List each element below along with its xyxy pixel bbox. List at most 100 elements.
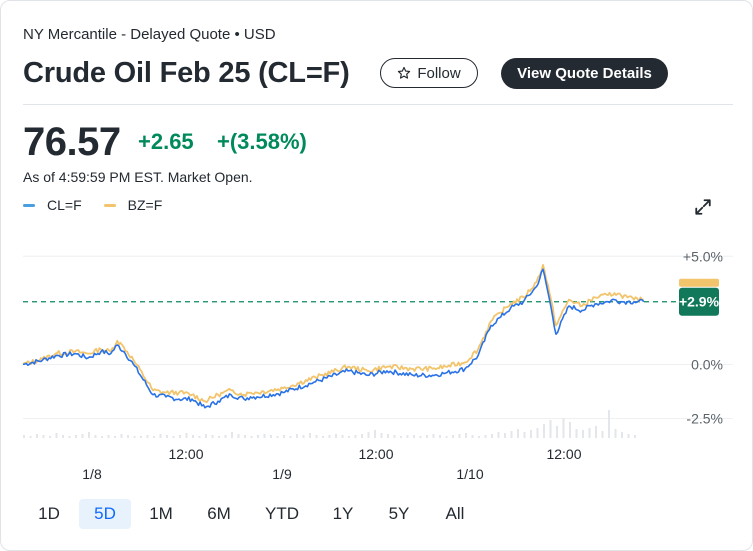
volume-bar — [133, 436, 136, 438]
volume-bar — [127, 435, 129, 438]
volume-bar — [354, 435, 357, 438]
y-tick-label: -2.5% — [686, 411, 723, 427]
volume-bar — [556, 426, 558, 438]
volume-bar — [406, 435, 409, 438]
exchange-subtitle: NY Mercantile - Delayed Quote • USD — [23, 26, 276, 43]
price-change-percent: +(3.58%) — [217, 129, 307, 154]
volume-bar — [237, 434, 240, 438]
legend-swatch-bz — [103, 203, 116, 207]
volume-bar — [218, 436, 220, 438]
range-ytd[interactable]: YTD — [265, 504, 299, 523]
legend-item-bz[interactable]: BZ=F — [103, 197, 162, 213]
volume-bar — [309, 433, 311, 438]
volume-bar — [335, 434, 337, 438]
volume-bar — [328, 435, 331, 438]
volume-bar — [491, 434, 493, 438]
volume-bar — [374, 430, 376, 438]
volume-bar — [101, 436, 103, 438]
volume-bar — [81, 434, 84, 438]
expand-arrows-icon[interactable] — [694, 198, 712, 216]
range-5y[interactable]: 5Y — [388, 504, 410, 523]
volume-bar — [88, 432, 90, 438]
volume-bar — [231, 432, 233, 438]
volume-bar — [543, 424, 545, 438]
y-tick-label: +5.0% — [683, 248, 723, 264]
volume-bar — [471, 435, 474, 438]
legend-swatch-cl — [23, 203, 35, 207]
volume-bar — [614, 429, 617, 438]
range-5d[interactable]: 5D — [79, 499, 131, 529]
volume-bar — [608, 410, 610, 438]
volume-bar — [205, 434, 207, 438]
volume-bar — [296, 434, 298, 438]
volume-bar — [166, 435, 168, 438]
legend-item-cl[interactable]: CL=F — [23, 197, 82, 213]
volume-bar — [172, 436, 175, 438]
legend-label-cl: CL=F — [47, 197, 82, 213]
y-tick-label: 0.0% — [691, 356, 723, 372]
volume-bar — [445, 436, 448, 438]
volume-bar — [289, 436, 292, 438]
range-6m[interactable]: 6M — [207, 504, 231, 523]
range-all[interactable]: All — [445, 504, 465, 523]
range-selector: 1D 5D 1M 6M YTD 1Y 5Y All — [23, 499, 485, 529]
volume-bar — [523, 432, 526, 438]
volume-bar — [465, 433, 467, 438]
volume-bar — [224, 435, 227, 438]
volume-bar — [595, 426, 597, 438]
volume-bar — [159, 434, 162, 438]
volume-bar — [575, 429, 578, 438]
volume-bar — [62, 435, 64, 438]
volume-bar — [400, 436, 402, 438]
x-date-label: 1/9 — [272, 466, 292, 482]
bz-marker — [679, 278, 719, 287]
volume-bar — [179, 435, 181, 438]
series-line-cl-f — [22, 268, 645, 409]
series-line-bz-f — [22, 264, 644, 404]
follow-button[interactable]: Follow — [380, 58, 478, 88]
volume-bar — [432, 434, 435, 438]
volume-bar — [504, 433, 506, 438]
x-date-label: 1/10 — [456, 466, 483, 482]
volume-bar — [94, 435, 97, 438]
price-chart[interactable]: +5.0% 0.0% -2.5% +2.9% 12:00 12:00 12:00 1/8 1/9… — [1, 226, 741, 494]
range-1m[interactable]: 1M — [149, 504, 173, 523]
volume-bar — [341, 435, 344, 438]
volume-bar — [419, 436, 422, 438]
volume-bar — [42, 435, 45, 438]
volume-bar — [192, 435, 194, 438]
volume-bar — [23, 435, 25, 438]
volume-bar — [198, 436, 201, 438]
volume-bar — [75, 435, 77, 438]
volume-bar — [257, 435, 259, 438]
range-1d[interactable]: 1D — [38, 504, 60, 523]
price-change: +2.65 — [138, 129, 194, 154]
volume-bar — [302, 435, 305, 438]
volume-bar — [413, 435, 415, 438]
volume-bar — [29, 436, 32, 438]
volume-bar — [153, 436, 155, 438]
star-outline-icon — [398, 66, 411, 79]
volume-bar — [478, 436, 480, 438]
volume-bar — [549, 420, 552, 438]
volume-bar — [627, 434, 630, 438]
volume-bar — [263, 434, 266, 438]
volume-bar — [621, 432, 623, 438]
view-quote-details-button[interactable]: View Quote Details — [501, 58, 668, 89]
volume-bar — [120, 434, 123, 438]
volume-bar — [146, 435, 149, 438]
volume-bar — [562, 418, 565, 438]
volume-bar — [439, 435, 441, 438]
volume-bar — [452, 435, 454, 438]
volume-bar — [36, 434, 38, 438]
volume-bar — [185, 433, 188, 438]
volume-bar — [250, 436, 253, 438]
reference-badge — [679, 287, 719, 316]
x-tick-label: 12:00 — [168, 446, 203, 462]
volume-bar — [387, 434, 389, 438]
reference-badge-label: +2.9% — [679, 294, 720, 310]
volume-bar — [283, 435, 285, 438]
volume-bar — [348, 436, 350, 438]
range-1y[interactable]: 1Y — [332, 504, 354, 523]
